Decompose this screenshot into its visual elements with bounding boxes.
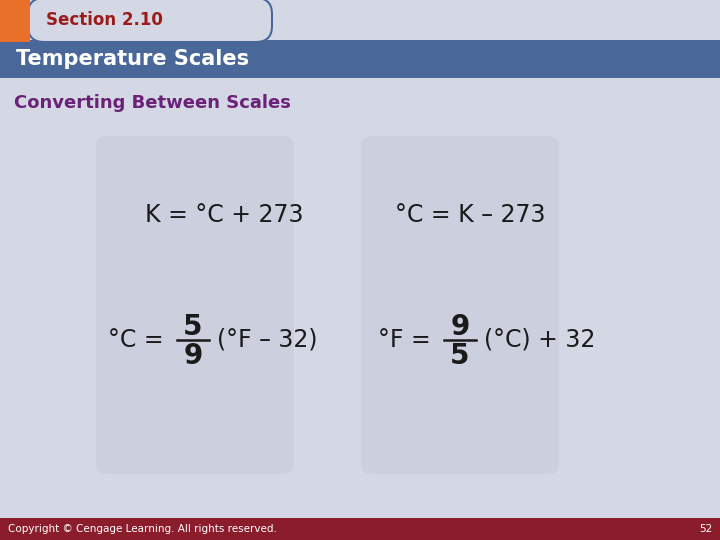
Text: Copyright © Cengage Learning. All rights reserved.: Copyright © Cengage Learning. All rights… xyxy=(8,524,277,534)
Text: °C = K – 273: °C = K – 273 xyxy=(395,203,546,227)
FancyBboxPatch shape xyxy=(96,136,294,474)
Text: (°C) + 32: (°C) + 32 xyxy=(484,328,595,352)
Text: °F =: °F = xyxy=(378,328,431,352)
Text: 5: 5 xyxy=(184,313,203,341)
Text: 9: 9 xyxy=(184,342,202,370)
Text: 5: 5 xyxy=(450,342,469,370)
Text: Temperature Scales: Temperature Scales xyxy=(16,49,249,69)
Text: 52: 52 xyxy=(698,524,712,534)
FancyBboxPatch shape xyxy=(361,136,559,474)
Text: °C =: °C = xyxy=(108,328,163,352)
Bar xyxy=(0,518,720,540)
Text: (°F – 32): (°F – 32) xyxy=(217,328,318,352)
Text: 9: 9 xyxy=(451,313,469,341)
FancyBboxPatch shape xyxy=(28,0,272,42)
Bar xyxy=(0,40,720,78)
Text: K = °C + 273: K = °C + 273 xyxy=(145,203,304,227)
Text: Converting Between Scales: Converting Between Scales xyxy=(14,94,291,112)
Bar xyxy=(0,0,30,42)
Text: Section 2.10: Section 2.10 xyxy=(46,11,163,29)
